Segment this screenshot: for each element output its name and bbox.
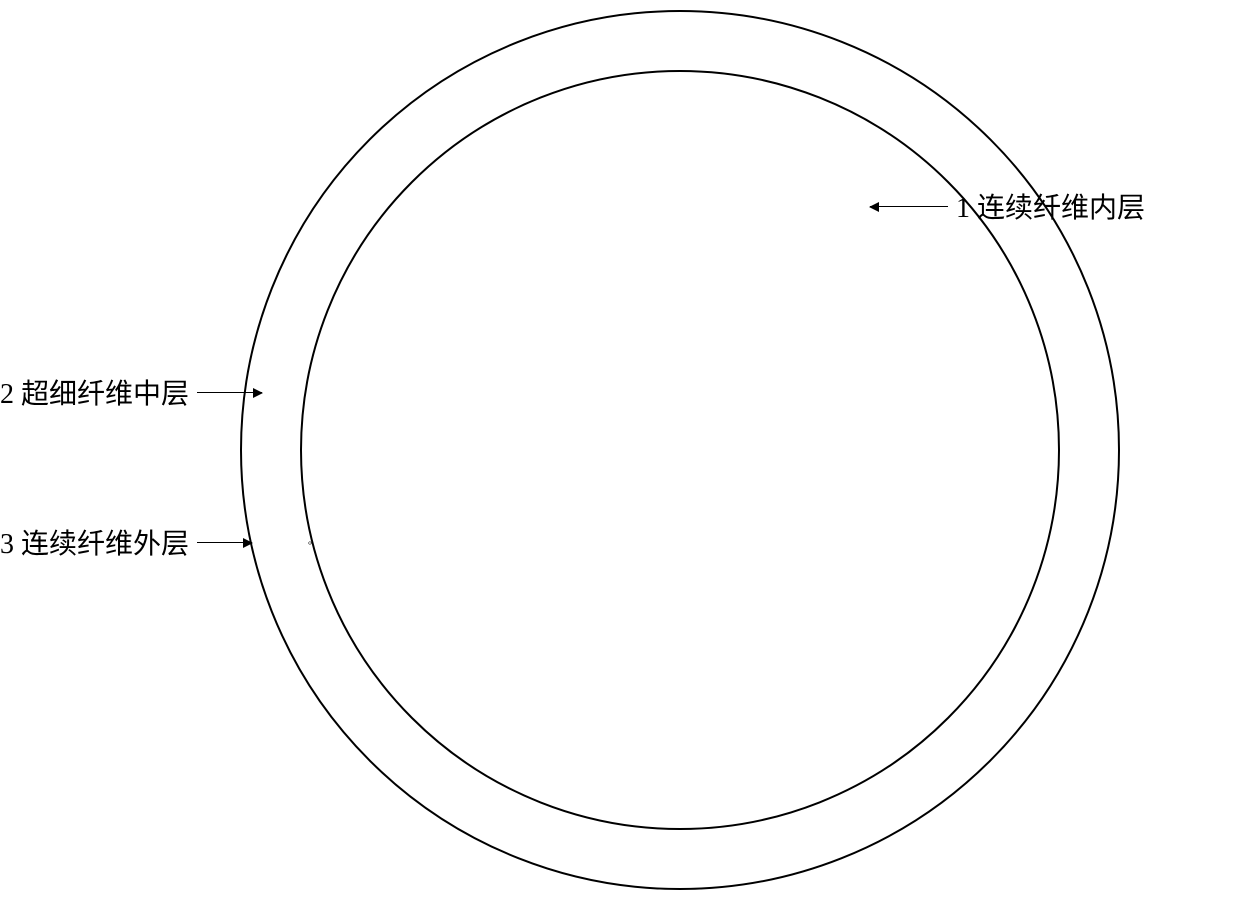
label-group-1: 1 连续纤维内层 [870, 186, 1145, 226]
label-2-text: 2 超细纤维中层 [0, 372, 189, 412]
arrow-2 [197, 392, 262, 393]
label-3-text: 3 连续纤维外层 [0, 522, 189, 562]
arrow-1 [870, 206, 948, 207]
arrow-3 [197, 542, 252, 543]
diagram-container: 1 连续纤维内层 2 超细纤维中层 3 连续纤维外层 。 [0, 0, 1240, 901]
label-group-3: 3 连续纤维外层 [0, 522, 252, 562]
inner-circle [300, 70, 1060, 830]
small-mark: 。 [308, 532, 318, 547]
label-1-text: 1 连续纤维内层 [956, 186, 1145, 226]
label-group-2: 2 超细纤维中层 [0, 372, 262, 412]
